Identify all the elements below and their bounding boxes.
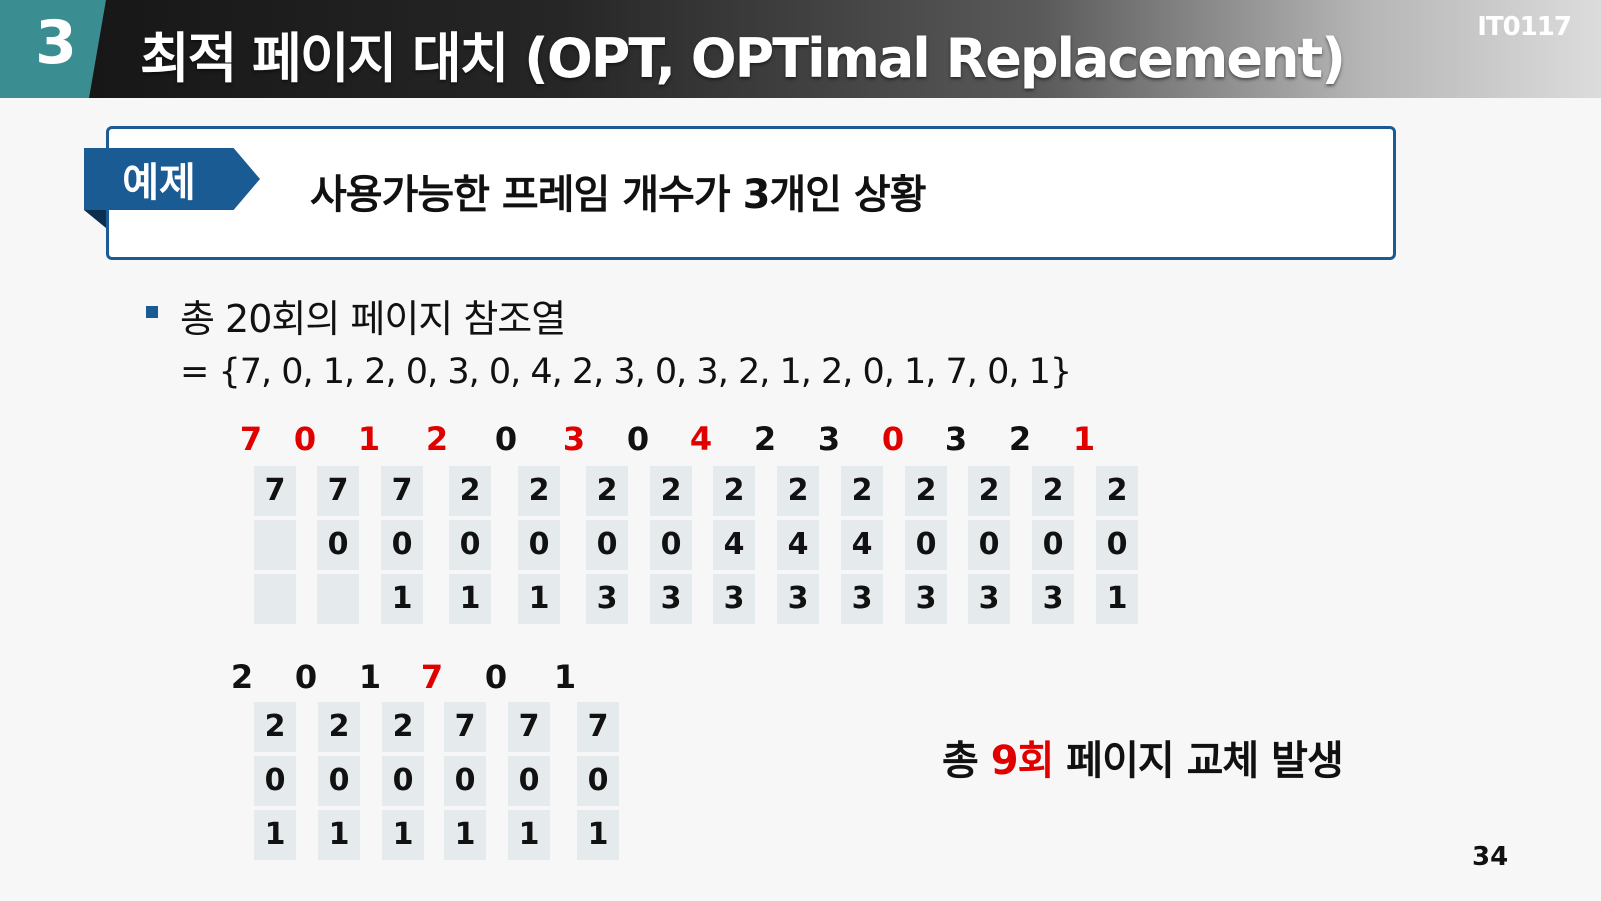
frame-cell: 4 (713, 520, 755, 570)
frame-cell: 2 (968, 466, 1010, 516)
page-reference: 2 (230, 658, 254, 696)
page-reference: 1 (358, 658, 382, 696)
frame-cell (317, 574, 359, 624)
page-reference: 0 (484, 658, 508, 696)
page-fault-reference: 0 (881, 420, 905, 458)
page-fault-reference: 1 (357, 420, 381, 458)
frame-cell: 1 (449, 574, 491, 624)
frame-cell: 0 (317, 520, 359, 570)
frame-cell: 3 (968, 574, 1010, 624)
summary-suffix: 페이지 교체 발생 (1053, 738, 1343, 784)
frame-cell: 0 (968, 520, 1010, 570)
example-description: 사용가능한 프레임 개수가 3개인 상황 (310, 172, 927, 218)
frame-cell: 1 (381, 574, 423, 624)
frame-cell: 2 (713, 466, 755, 516)
frame-cell: 2 (449, 466, 491, 516)
page-reference: 2 (1008, 420, 1032, 458)
page-fault-reference: 3 (562, 420, 586, 458)
page-reference: 2 (753, 420, 777, 458)
frame-cell: 0 (508, 756, 550, 806)
frame-cell: 2 (318, 702, 360, 752)
frame-cell: 3 (1032, 574, 1074, 624)
frame-cell: 1 (444, 810, 486, 860)
frame-cell: 2 (518, 466, 560, 516)
frame-cell: 4 (777, 520, 819, 570)
section-number-box (0, 0, 106, 98)
frame-cell: 7 (508, 702, 550, 752)
frame-cell: 7 (317, 466, 359, 516)
frame-cell: 0 (905, 520, 947, 570)
frame-cell: 0 (1096, 520, 1138, 570)
frame-cell: 2 (905, 466, 947, 516)
frame-cell: 0 (381, 520, 423, 570)
frame-cell: 0 (382, 756, 424, 806)
frame-cell: 3 (905, 574, 947, 624)
frame-cell: 0 (650, 520, 692, 570)
frame-cell: 7 (254, 466, 296, 516)
frame-cell: 1 (318, 810, 360, 860)
frame-cell: 1 (382, 810, 424, 860)
frame-cell: 1 (577, 810, 619, 860)
page-number: 34 (1472, 842, 1509, 872)
example-tag-label: 예제 (122, 160, 196, 206)
frame-cell (254, 574, 296, 624)
example-box (106, 126, 1396, 260)
frame-cell: 1 (1096, 574, 1138, 624)
frame-cell: 3 (650, 574, 692, 624)
frame-cell: 3 (777, 574, 819, 624)
course-code: IT0117 (1477, 12, 1572, 42)
frame-cell: 0 (254, 756, 296, 806)
frame-cell (254, 520, 296, 570)
bullet-text: 총 20회의 페이지 참조열 (180, 297, 566, 341)
frame-cell: 2 (650, 466, 692, 516)
page-fault-reference: 0 (293, 420, 317, 458)
example-tag-fold (84, 210, 106, 228)
frame-cell: 0 (318, 756, 360, 806)
frame-cell: 2 (1032, 466, 1074, 516)
page-reference: 0 (494, 420, 518, 458)
frame-cell: 7 (577, 702, 619, 752)
page-title: 최적 페이지 대치 (OPT, OPTimal Replacement) (140, 27, 1346, 90)
page-fault-reference: 7 (420, 658, 444, 696)
example-tag (84, 148, 260, 210)
page-reference: 0 (626, 420, 650, 458)
frame-cell: 0 (444, 756, 486, 806)
frame-cell: 0 (586, 520, 628, 570)
frame-cell: 3 (586, 574, 628, 624)
frame-cell: 1 (518, 574, 560, 624)
page-reference: 3 (817, 420, 841, 458)
frame-cell: 3 (713, 574, 755, 624)
page-reference: 3 (944, 420, 968, 458)
header-banner: ━━━━ (0, 0, 1601, 98)
frame-cell: 2 (841, 466, 883, 516)
frame-cell: 1 (508, 810, 550, 860)
frame-cell: 0 (449, 520, 491, 570)
page-fault-reference: 4 (689, 420, 713, 458)
page-fault-reference: 1 (1072, 420, 1096, 458)
frame-cell: 2 (254, 702, 296, 752)
frame-cell: 2 (382, 702, 424, 752)
frame-cell: 7 (444, 702, 486, 752)
summary-prefix: 총 (942, 738, 991, 784)
section-number: 3 (35, 8, 77, 78)
summary-text: 총 9회 페이지 교체 발생 (942, 728, 1344, 786)
page-reference: 0 (294, 658, 318, 696)
frame-cell: 2 (586, 466, 628, 516)
frame-cell: 1 (254, 810, 296, 860)
page-fault-reference: 7 (239, 420, 263, 458)
frame-cell: 2 (1096, 466, 1138, 516)
frame-cell: 4 (841, 520, 883, 570)
summary-highlight: 9회 (990, 738, 1055, 784)
frame-cell: 2 (777, 466, 819, 516)
page-fault-reference: 2 (425, 420, 449, 458)
page-reference: 1 (553, 658, 577, 696)
frame-cell: 0 (577, 756, 619, 806)
frame-cell: 7 (381, 466, 423, 516)
frame-cell: 0 (518, 520, 560, 570)
reference-sequence: = {7, 0, 1, 2, 0, 3, 0, 4, 2, 3, 0, 3, 2… (180, 352, 1072, 392)
bullet-marker (146, 306, 158, 318)
frame-cell: 3 (841, 574, 883, 624)
frame-cell: 0 (1032, 520, 1074, 570)
